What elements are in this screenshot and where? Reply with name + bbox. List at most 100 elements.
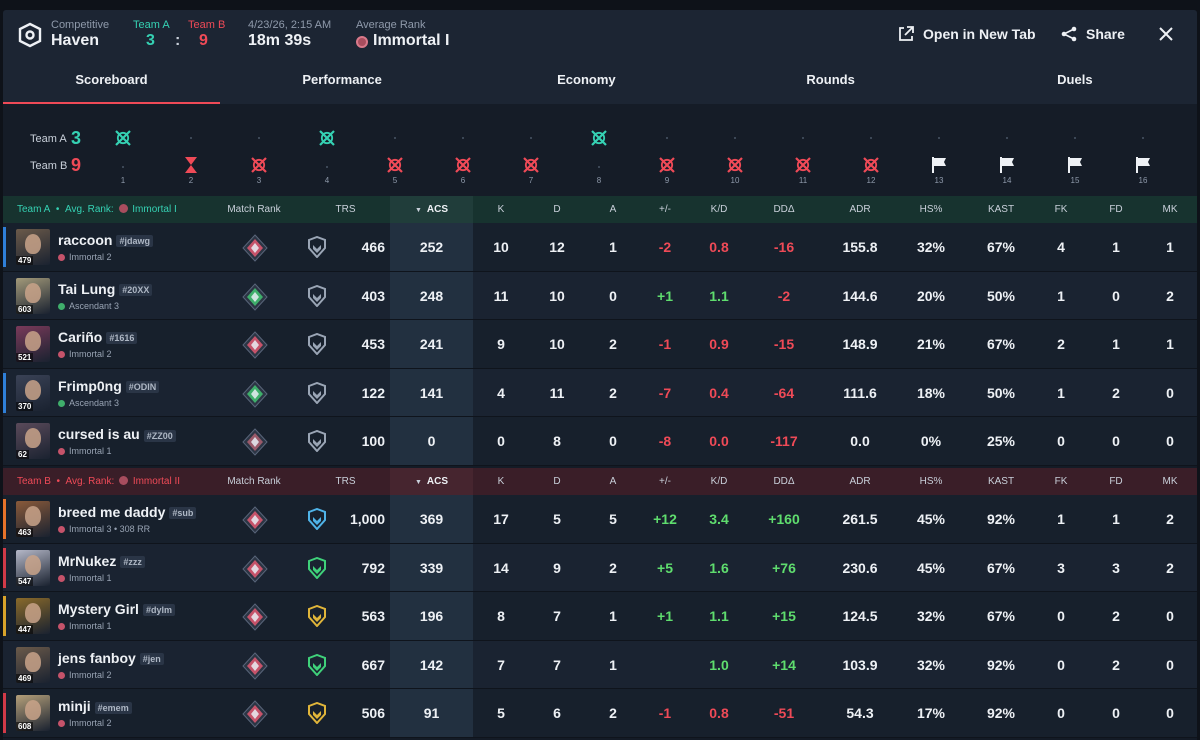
tab-bar: Scoreboard Performance Economy Rounds Du… bbox=[3, 64, 1197, 104]
agent-avatar[interactable]: 447 bbox=[16, 598, 50, 635]
agent-avatar[interactable]: 603 bbox=[16, 277, 50, 314]
round-15[interactable]: 15 bbox=[1055, 104, 1095, 196]
column-header-kast[interactable]: KAST bbox=[987, 476, 1015, 487]
column-header-mk[interactable]: MK bbox=[1162, 476, 1178, 487]
player-rank: Immortal 1 bbox=[58, 621, 112, 631]
agent-avatar[interactable]: 608 bbox=[16, 695, 50, 732]
round-3[interactable]: 3 bbox=[239, 104, 279, 196]
player-row[interactable]: 463 breed me daddy #sub Immortal 3 • 308 RR… bbox=[3, 495, 1197, 544]
column-header-adr[interactable]: ADR bbox=[849, 204, 871, 215]
column-header-a[interactable]: A bbox=[609, 204, 617, 215]
round-13[interactable]: 13 bbox=[919, 104, 959, 196]
player-row[interactable]: 479 raccoon #jdawg Immortal 2 466 252 10 12 1 -2 0… bbox=[3, 223, 1197, 272]
column-header-kast[interactable]: KAST bbox=[987, 204, 1015, 215]
match-duration: 18m 39s bbox=[248, 32, 312, 49]
column-header-dd[interactable]: DDΔ bbox=[773, 476, 795, 487]
column-header-kd[interactable]: K/D bbox=[710, 476, 728, 487]
column-header-match-rank[interactable]: Match Rank bbox=[227, 476, 281, 487]
column-header-fk[interactable]: FK bbox=[1054, 204, 1068, 215]
column-header-a[interactable]: A bbox=[609, 476, 617, 487]
stat-pm: -7 bbox=[658, 384, 672, 401]
round-2[interactable]: 2 bbox=[171, 104, 211, 196]
column-header-k[interactable]: K bbox=[497, 476, 505, 487]
column-header-acs[interactable]: ▼ ACS bbox=[390, 468, 473, 496]
round-16[interactable]: 16 bbox=[1123, 104, 1163, 196]
agent-avatar[interactable]: 547 bbox=[16, 549, 50, 586]
stat-fd: 0 bbox=[1112, 433, 1120, 450]
agent-avatar[interactable]: 463 bbox=[16, 501, 50, 537]
round-11[interactable]: 11 bbox=[783, 104, 823, 196]
account-level: 547 bbox=[16, 576, 34, 586]
column-header-d[interactable]: D bbox=[553, 204, 561, 215]
stat-acs: 0 bbox=[427, 433, 436, 450]
column-header-pm[interactable]: +/- bbox=[659, 204, 671, 215]
round-14[interactable]: 14 bbox=[987, 104, 1027, 196]
stat-mk: 0 bbox=[1166, 433, 1174, 450]
share-button[interactable]: Share bbox=[1060, 25, 1125, 43]
column-header-d[interactable]: D bbox=[553, 476, 561, 487]
agent-avatar[interactable]: 62 bbox=[16, 423, 50, 460]
player-name[interactable]: Mystery Girl #dylm bbox=[58, 601, 175, 617]
rank-mini-icon bbox=[58, 671, 65, 679]
column-header-adr[interactable]: ADR bbox=[849, 476, 871, 487]
player-row[interactable]: 603 Tai Lung #20XX Ascendant 3 403 248 11 10 0 +1… bbox=[3, 271, 1197, 321]
close-icon[interactable] bbox=[1159, 27, 1173, 41]
player-name[interactable]: Cariño #1616 bbox=[58, 329, 138, 345]
round-5[interactable]: 5 bbox=[375, 104, 415, 196]
tab-duels[interactable]: Duels bbox=[1057, 72, 1093, 87]
column-header-pm[interactable]: +/- bbox=[659, 476, 671, 487]
stat-acs: 91 bbox=[423, 705, 440, 722]
player-row[interactable]: 370 Frimp0ng #ODIN Ascendant 3 122 141 4 11 2 -7 0… bbox=[3, 368, 1197, 418]
stat-hs: 18% bbox=[916, 384, 946, 401]
tab-performance[interactable]: Performance bbox=[302, 72, 382, 87]
player-name[interactable]: minji #emem bbox=[58, 698, 132, 714]
player-row[interactable]: 447 Mystery Girl #dylm Immortal 1 563 196 8 7 1 +… bbox=[3, 592, 1197, 641]
rank-mini-icon bbox=[58, 448, 65, 456]
column-header-fk[interactable]: FK bbox=[1054, 476, 1068, 487]
player-name[interactable]: MrNukez #zzz bbox=[58, 553, 145, 569]
player-row[interactable]: 469 jens fanboy #jen Immortal 2 667 142 7 7 1 1.0… bbox=[3, 640, 1197, 690]
round-number: 11 bbox=[798, 176, 808, 185]
round-9[interactable]: 9 bbox=[647, 104, 687, 196]
player-name[interactable]: cursed is au #ZZ00 bbox=[58, 426, 176, 442]
agent-portrait bbox=[25, 700, 41, 721]
column-header-acs[interactable]: ▼ ACS bbox=[390, 196, 473, 224]
column-header-fd[interactable]: FD bbox=[1109, 476, 1123, 487]
open-new-tab-button[interactable]: Open in New Tab bbox=[897, 25, 1036, 43]
column-header-fd[interactable]: FD bbox=[1109, 204, 1123, 215]
player-row[interactable]: 521 Cariño #1616 Immortal 2 453 241 9 10 2 -1 0.9 -… bbox=[3, 320, 1197, 369]
player-row[interactable]: 547 MrNukez #zzz Immortal 1 792 339 14 9 2 +5 1.6 +… bbox=[3, 543, 1197, 593]
player-name[interactable]: Tai Lung #20XX bbox=[58, 281, 153, 297]
tab-economy[interactable]: Economy bbox=[557, 72, 616, 87]
player-name[interactable]: jens fanboy #jen bbox=[58, 650, 164, 666]
agent-avatar[interactable]: 370 bbox=[16, 374, 50, 411]
round-7[interactable]: 7 bbox=[511, 104, 551, 196]
tab-rounds[interactable]: Rounds bbox=[806, 72, 855, 87]
player-row[interactable]: 62 cursed is au #ZZ00 Immortal 1 100 0 0 8 0 -8 0.… bbox=[3, 417, 1197, 466]
column-header-mk[interactable]: MK bbox=[1162, 204, 1178, 215]
tab-scoreboard[interactable]: Scoreboard bbox=[3, 64, 220, 104]
round-8[interactable]: 8 bbox=[579, 104, 619, 196]
column-header-k[interactable]: K bbox=[497, 204, 505, 215]
agent-avatar[interactable]: 521 bbox=[16, 326, 50, 363]
column-header-hs[interactable]: HS% bbox=[919, 204, 943, 215]
round-6[interactable]: 6 bbox=[443, 104, 483, 196]
player-row[interactable]: 608 minji #emem Immortal 2 506 91 5 6 2 -1 0.8 -51 5… bbox=[3, 689, 1197, 738]
column-header-dd[interactable]: DDΔ bbox=[773, 204, 795, 215]
column-header-hs[interactable]: HS% bbox=[919, 476, 943, 487]
player-name[interactable]: breed me daddy #sub bbox=[58, 504, 197, 520]
column-header-match-rank[interactable]: Match Rank bbox=[227, 204, 281, 215]
column-header-trs[interactable]: TRS bbox=[335, 204, 356, 215]
agent-avatar[interactable]: 469 bbox=[16, 646, 50, 683]
agent-avatar[interactable]: 479 bbox=[16, 229, 50, 265]
player-name[interactable]: raccoon #jdawg bbox=[58, 232, 153, 248]
stat-k: 9 bbox=[497, 336, 505, 353]
column-header-kd[interactable]: K/D bbox=[710, 204, 728, 215]
round-1[interactable]: 1 bbox=[103, 104, 143, 196]
round-10[interactable]: 10 bbox=[715, 104, 755, 196]
rank-mini-icon bbox=[58, 623, 65, 631]
player-name[interactable]: Frimp0ng #ODIN bbox=[58, 378, 160, 394]
round-4[interactable]: 4 bbox=[307, 104, 347, 196]
round-12[interactable]: 12 bbox=[851, 104, 891, 196]
column-header-trs[interactable]: TRS bbox=[335, 476, 356, 487]
